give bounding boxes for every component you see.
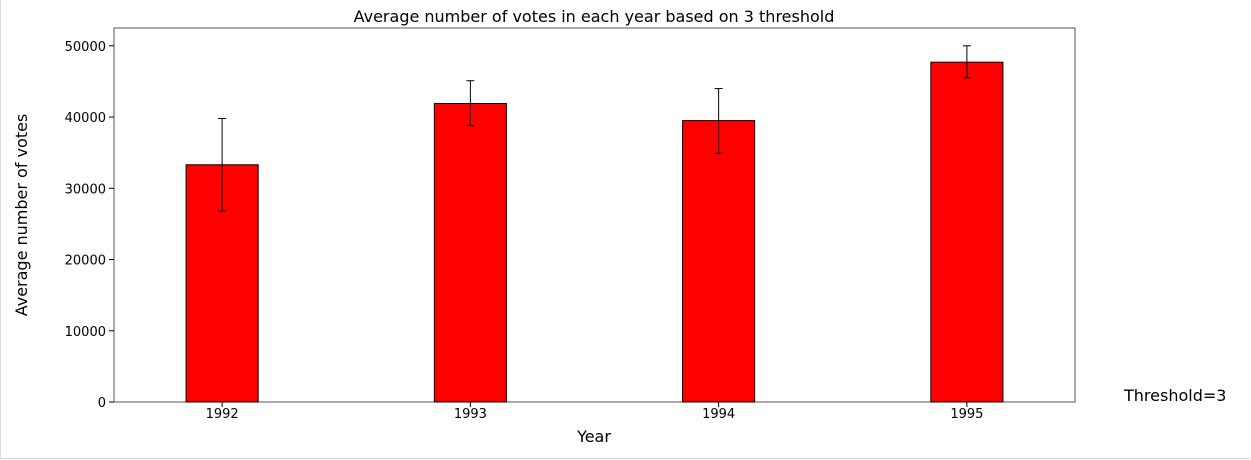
- x-tick-label: 1995: [950, 407, 983, 422]
- error-bar-1993: [466, 80, 475, 127]
- error-bar-1994: [714, 88, 723, 154]
- x-tick-label: 1992: [206, 407, 239, 422]
- y-tick-label: 50000: [65, 40, 106, 55]
- x-tick-label: 1993: [454, 407, 487, 422]
- error-bar-1995: [962, 45, 971, 79]
- y-tick-label: 30000: [65, 182, 106, 197]
- x-axis: 1992 1993 1994 1995: [206, 402, 983, 422]
- bar-1995: [930, 61, 1004, 403]
- bar-1993: [433, 103, 507, 403]
- y-tick-label: 40000: [65, 111, 106, 126]
- threshold-annotation: Threshold=3: [1123, 386, 1226, 405]
- plot-area: [113, 27, 1076, 403]
- x-tick-label: 1994: [702, 407, 735, 422]
- y-tick-label: 0: [98, 396, 106, 411]
- y-tick-label: 10000: [65, 325, 106, 340]
- error-bars: [218, 45, 971, 212]
- bar-1994: [682, 120, 756, 403]
- y-axis: 0 10000 20000 30000 40000 50000: [65, 40, 114, 411]
- y-tick-label: 20000: [65, 254, 106, 269]
- x-axis-label: Year: [576, 427, 611, 446]
- chart-title: Average number of votes in each year bas…: [354, 7, 835, 26]
- plot-frame: [113, 27, 1076, 403]
- bars: [185, 61, 1004, 403]
- error-bar-1992: [218, 117, 227, 212]
- y-axis-label: Average number of votes: [12, 114, 31, 317]
